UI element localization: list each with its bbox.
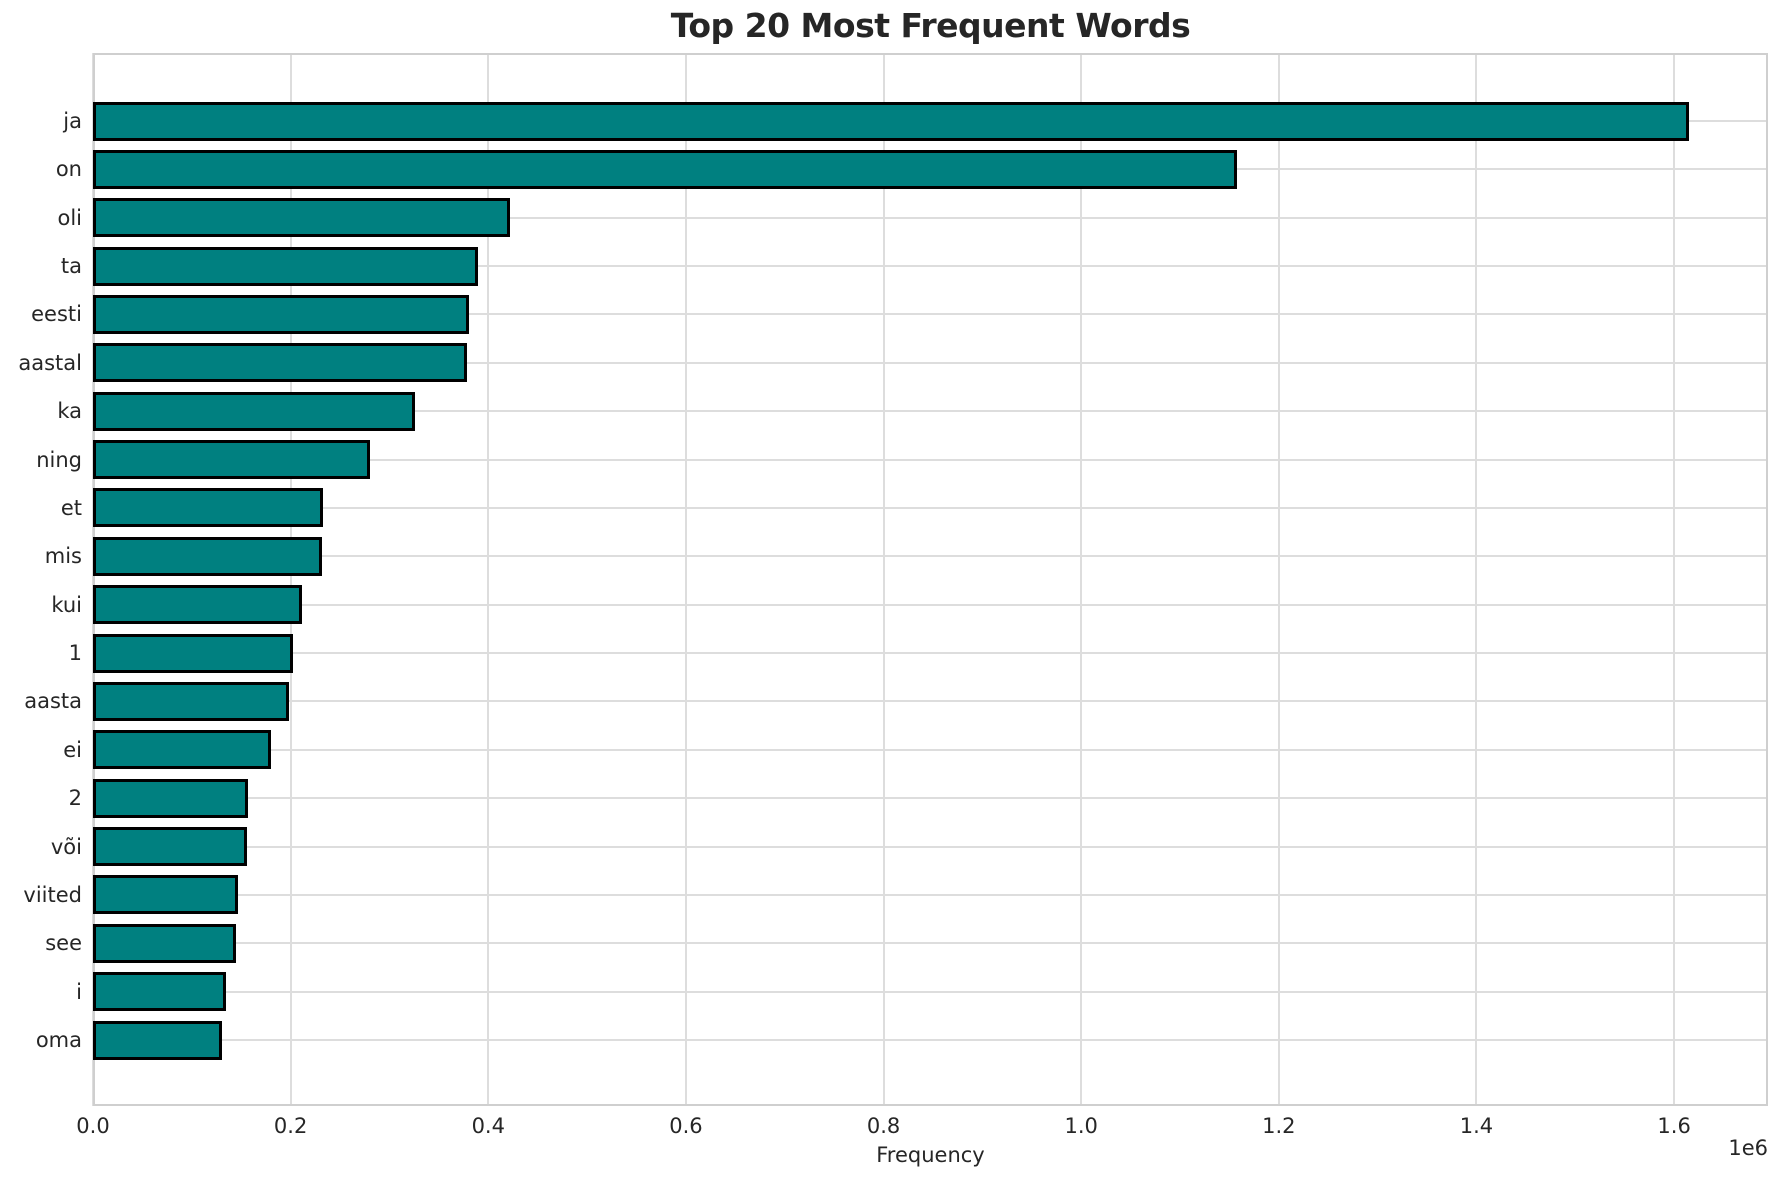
x-gridline [487,53,490,1106]
x-tick-label: 1.2 [1262,1114,1296,1138]
y-tick-label-2: 2 [68,786,82,811]
y-gridline [93,990,1768,993]
y-tick-label-on: on [55,157,82,182]
bar-ka [93,391,416,431]
bar-2 [93,778,249,818]
y-tick-label-või: või [50,834,82,859]
y-tick-label-i: i [76,979,82,1004]
plot-area [92,53,1768,1106]
bar-et [93,488,324,528]
y-gridline [93,265,1768,268]
y-tick-label-eesti: eesti [31,302,82,327]
y-gridline [93,313,1768,316]
axis-offset-label: 1e6 [1728,1136,1768,1160]
y-gridline [93,942,1768,945]
bar-on [93,149,1238,189]
x-gridline [1673,53,1676,1106]
y-tick-label-ta: ta [60,254,82,279]
y-tick-label-aasta: aasta [24,689,82,714]
bar-kui [93,585,303,625]
y-gridline [93,893,1768,896]
bar-ja [93,101,1689,141]
bar-või [93,827,248,867]
y-gridline [93,652,1768,655]
bar-oli [93,198,511,238]
bar-i [93,972,227,1012]
x-gridline [684,53,687,1106]
bar-ei [93,730,271,770]
y-gridline [93,603,1768,606]
x-gridline [1475,53,1478,1106]
bars-layer [93,53,1768,1106]
bar-aastal [93,343,467,383]
y-tick-label-oma: oma [35,1028,82,1053]
x-gridline [1080,53,1083,1106]
y-gridline [93,506,1768,509]
y-gridline [93,410,1768,413]
y-tick-label-aastal: aastal [18,350,82,375]
x-axis-label: Frequency [876,1143,985,1167]
y-gridline [93,748,1768,751]
y-tick-label-1: 1 [68,641,82,666]
y-gridline [93,361,1768,364]
x-tick-label: 0.0 [76,1114,110,1138]
bar-ta [93,246,479,286]
y-gridline [93,700,1768,703]
y-tick-label-see: see [45,931,82,956]
bar-1 [93,633,293,673]
bar-oma [93,1020,223,1060]
x-tick-label: 1.6 [1657,1114,1691,1138]
y-gridline [93,845,1768,848]
bar-eesti [93,294,469,334]
x-gridline [1277,53,1280,1106]
y-tick-label-mis: mis [44,544,82,569]
bar-mis [93,536,323,576]
x-gridline [289,53,292,1106]
y-tick-label-kui: kui [51,592,82,617]
y-tick-label-ja: ja [63,109,82,133]
y-gridline [93,555,1768,558]
y-tick-label-oli: oli [57,205,82,230]
bar-see [93,923,237,963]
y-gridline [93,1039,1768,1042]
x-tick-label: 0.8 [866,1114,901,1138]
x-gridline [882,53,885,1106]
x-tick-label: 0.2 [273,1114,308,1138]
y-gridline [93,797,1768,800]
x-tick-label: 1.4 [1459,1114,1494,1138]
y-tick-label-ning: ning [36,447,82,472]
y-tick-label-ka: ka [57,399,82,424]
bar-viited [93,875,239,915]
y-gridline [93,216,1768,219]
y-tick-label-ei: ei [63,737,82,762]
axes-spines [93,53,1768,1106]
y-tick-label-viited: viited [23,882,82,907]
x-tick-label: 0.4 [471,1114,505,1138]
chart-title: Top 20 Most Frequent Words [670,6,1191,45]
bar-aasta [93,681,289,721]
x-tick-label: 0.6 [669,1114,703,1138]
y-gridline [93,458,1768,461]
bar-ning [93,440,370,480]
y-tick-label-et: et [60,495,82,520]
x-tick-label: 1.0 [1064,1114,1098,1138]
